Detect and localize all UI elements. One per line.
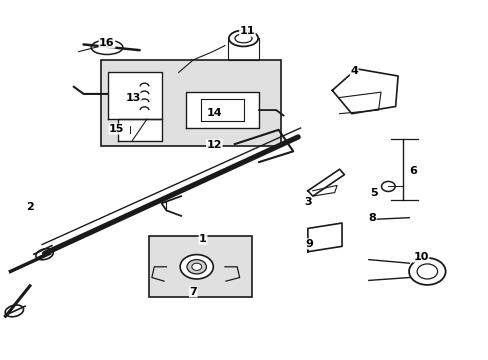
Text: 9: 9 [305,239,312,249]
Text: 8: 8 [367,213,375,222]
Ellipse shape [186,260,206,274]
Text: 7: 7 [189,287,197,297]
Text: 13: 13 [125,93,141,103]
Ellipse shape [191,263,201,270]
Polygon shape [307,169,344,196]
Text: 4: 4 [349,66,357,76]
Text: 1: 1 [199,234,206,244]
Polygon shape [108,72,161,119]
Text: 3: 3 [304,197,311,207]
Text: 2: 2 [26,202,34,212]
Text: 15: 15 [109,124,124,134]
Polygon shape [312,185,336,196]
Ellipse shape [228,30,258,46]
Ellipse shape [180,255,213,279]
Text: 11: 11 [239,26,255,36]
Polygon shape [118,119,161,140]
Text: 5: 5 [369,188,377,198]
Text: 14: 14 [206,108,222,118]
Polygon shape [339,92,380,114]
Polygon shape [185,92,259,128]
Text: 10: 10 [412,252,428,262]
Text: 16: 16 [99,38,115,48]
Text: 6: 6 [408,166,416,176]
Bar [101,60,281,146]
Bar [149,235,251,297]
Text: 12: 12 [206,140,222,150]
Ellipse shape [408,258,445,285]
Polygon shape [307,223,341,252]
Polygon shape [331,69,397,114]
